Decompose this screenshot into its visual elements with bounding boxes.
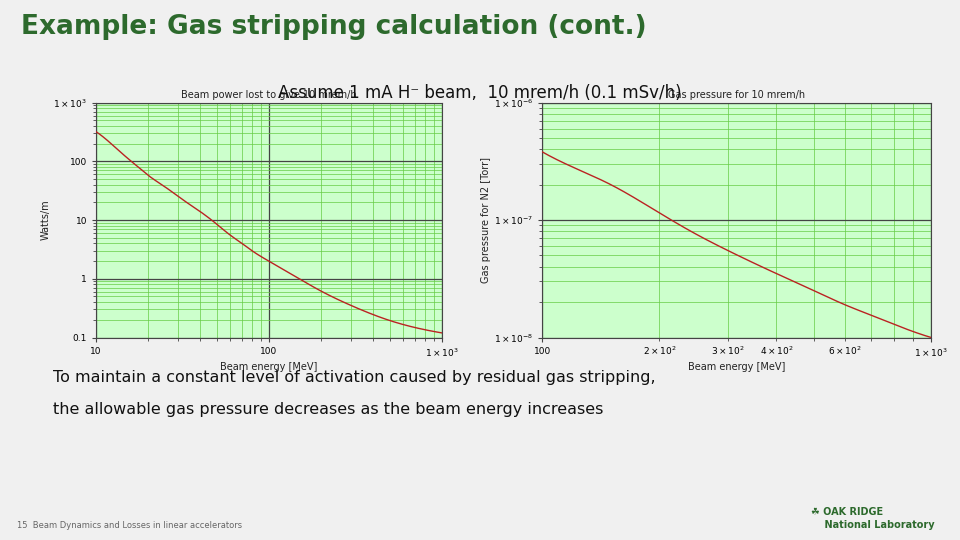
X-axis label: Beam energy [MeV]: Beam energy [MeV] — [220, 362, 318, 372]
Title: Beam power lost to give 10 mrem/h: Beam power lost to give 10 mrem/h — [181, 90, 356, 100]
Text: Example: Gas stripping calculation (cont.): Example: Gas stripping calculation (cont… — [21, 14, 647, 39]
Text: ☘ OAK RIDGE
    National Laboratory: ☘ OAK RIDGE National Laboratory — [811, 507, 935, 530]
Text: To maintain a constant level of activation caused by residual gas stripping,: To maintain a constant level of activati… — [53, 370, 656, 385]
Text: 15  Beam Dynamics and Losses in linear accelerators: 15 Beam Dynamics and Losses in linear ac… — [17, 521, 243, 530]
Y-axis label: Watts/m: Watts/m — [40, 200, 50, 240]
Title: Gas pressure for 10 mrem/h: Gas pressure for 10 mrem/h — [668, 90, 805, 100]
Text: Assume 1 mA H⁻ beam,  10 mrem/h (0.1 mSv/h): Assume 1 mA H⁻ beam, 10 mrem/h (0.1 mSv/… — [278, 84, 682, 102]
Text: the allowable gas pressure decreases as the beam energy increases: the allowable gas pressure decreases as … — [53, 402, 603, 417]
Y-axis label: Gas pressure for N2 [Torr]: Gas pressure for N2 [Torr] — [481, 157, 492, 283]
X-axis label: Beam energy [MeV]: Beam energy [MeV] — [688, 362, 785, 372]
